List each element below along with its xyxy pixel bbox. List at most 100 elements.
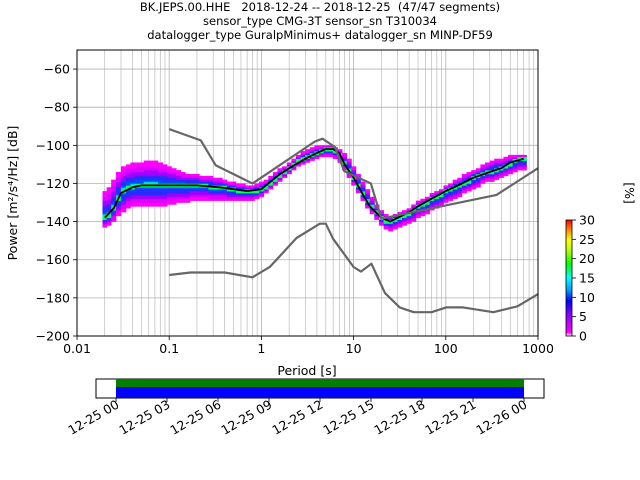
heatmap-cell	[176, 175, 182, 179]
heatmap-cell	[153, 166, 159, 169]
heatmap-cell	[392, 225, 398, 228]
heatmap-cell	[429, 193, 435, 196]
heatmap-cell	[314, 156, 320, 159]
heatmap-cell	[484, 175, 490, 179]
x-axis-label: Period [s]	[277, 363, 336, 378]
heatmap-cell	[448, 196, 454, 200]
heatmap-cell	[508, 164, 514, 167]
heatmap-cell	[245, 185, 251, 188]
heatmap-cell	[162, 191, 168, 194]
heatmap-cell	[438, 200, 444, 203]
heatmap-cell	[176, 181, 182, 184]
heatmap-cell	[125, 166, 131, 169]
heatmap-cell	[199, 179, 205, 182]
heatmap-cell	[157, 175, 164, 179]
heatmap-cell	[106, 196, 112, 200]
heatmap-cell	[222, 194, 228, 198]
heatmap-cell	[125, 204, 131, 207]
heatmap-cell	[346, 162, 352, 165]
heatmap-cell	[157, 200, 164, 203]
heatmap-cell	[148, 191, 154, 194]
heatmap-cell	[157, 194, 164, 198]
heatmap-cell	[148, 181, 154, 184]
heatmap-cell	[323, 154, 329, 158]
heatmap-cell	[162, 166, 168, 169]
heatmap-cell	[102, 210, 108, 213]
heatmap-cell	[157, 185, 164, 188]
heatmap-cell	[157, 189, 164, 192]
heatmap-cell	[157, 181, 164, 184]
heatmap-cell	[484, 170, 490, 173]
heatmap-cell	[111, 194, 117, 198]
heatmap-cell	[153, 198, 159, 201]
heatmap-cell	[259, 181, 265, 184]
heatmap-cell	[120, 204, 127, 207]
heatmap-cell	[332, 154, 338, 158]
heatmap-cell	[305, 149, 311, 152]
heatmap-cell	[231, 189, 237, 192]
heatmap-cell	[134, 204, 140, 207]
heatmap-cell	[508, 172, 514, 175]
heatmap-cell	[231, 193, 237, 196]
heatmap-cell	[148, 193, 154, 196]
heatmap-cell	[508, 158, 514, 161]
heatmap-cell	[199, 196, 205, 200]
heatmap-cell	[143, 181, 149, 184]
heatmap-cell	[342, 158, 348, 161]
heatmap-cell	[185, 200, 191, 203]
heatmap-cell	[351, 181, 357, 184]
heatmap-cell	[106, 189, 112, 192]
heatmap-cell	[369, 204, 375, 207]
heatmap-cell	[102, 202, 108, 205]
heatmap-cell	[157, 164, 164, 167]
heatmap-cell	[355, 189, 361, 192]
heatmap-cell	[508, 162, 514, 165]
heatmap-cell	[106, 191, 112, 194]
heatmap-cell	[106, 206, 112, 209]
heatmap-cell	[115, 179, 122, 182]
heatmap-cell	[272, 173, 278, 177]
heatmap-cell	[494, 158, 500, 161]
heatmap-cell	[217, 191, 223, 194]
heatmap-cell	[411, 212, 417, 215]
time-tick-label: 12-26 00	[473, 397, 529, 438]
heatmap-cell	[176, 189, 182, 192]
heatmap-cell	[176, 200, 182, 203]
y-tick-label: −160	[36, 252, 70, 267]
heatmap-cell	[360, 189, 366, 192]
heatmap-cell	[115, 213, 122, 217]
heatmap-cell	[143, 193, 149, 196]
heatmap-cell	[484, 164, 490, 167]
heatmap-cell	[346, 173, 352, 177]
heatmap-cell	[189, 193, 196, 196]
heatmap-cell	[143, 168, 149, 171]
heatmap-cell	[134, 194, 140, 198]
heatmap-cell	[130, 168, 136, 171]
heatmap-cell	[480, 179, 486, 182]
x-tick-label: 0.01	[63, 341, 91, 356]
heatmap-cell	[374, 217, 380, 220]
heatmap-cell	[143, 191, 149, 194]
heatmap-cell	[203, 177, 209, 180]
heatmap-cell	[125, 181, 131, 184]
heatmap-cell	[512, 168, 518, 171]
heatmap-cell	[217, 185, 223, 188]
heatmap-cell	[282, 168, 288, 171]
heatmap-cell	[475, 185, 481, 188]
heatmap-cell	[185, 175, 191, 179]
heatmap-cell	[498, 164, 504, 167]
heatmap-cell	[461, 183, 467, 186]
heatmap-cell	[475, 170, 481, 173]
heatmap-cell	[226, 185, 232, 188]
heatmap-cell	[475, 168, 481, 171]
heatmap-cell	[420, 206, 426, 209]
heatmap-cell	[171, 191, 177, 194]
heatmap-cell	[231, 191, 237, 194]
heatmap-cell	[143, 164, 149, 167]
heatmap-cell	[153, 204, 159, 207]
heatmap-cell	[162, 185, 168, 188]
heatmap-cell	[185, 177, 191, 180]
heatmap-cell	[480, 170, 486, 173]
heatmap-cell	[222, 185, 228, 188]
y-axis-ticks: −200 −180 −160 −140 −120 −100 −80 −60	[36, 62, 77, 344]
